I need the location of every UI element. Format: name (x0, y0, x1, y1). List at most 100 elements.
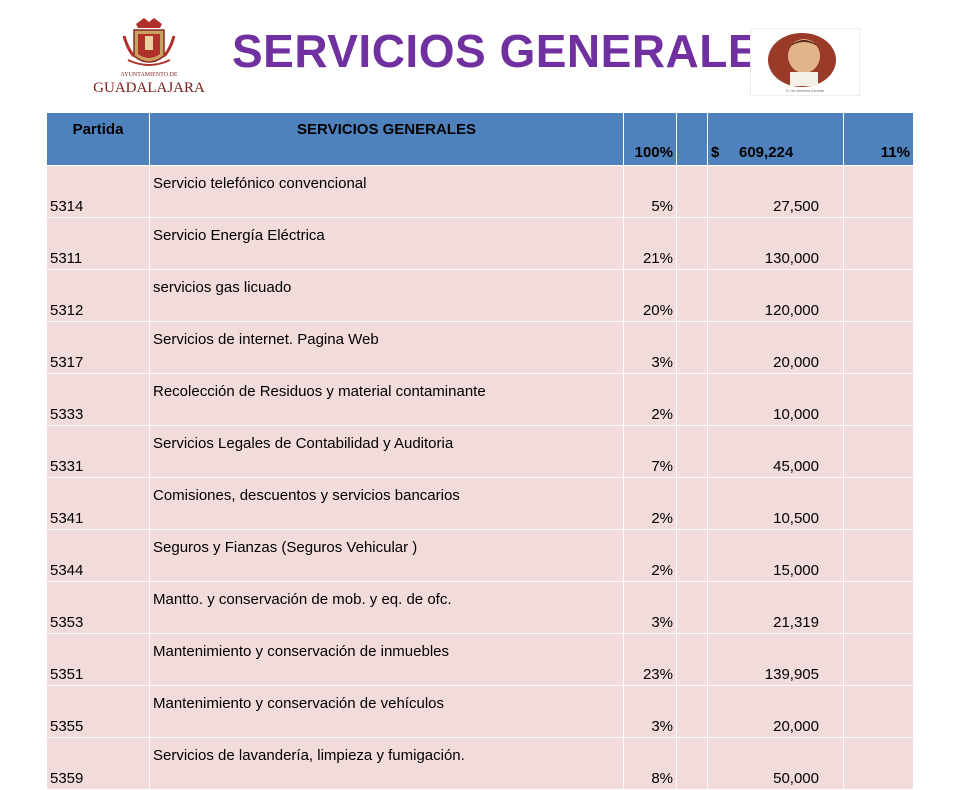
row-amount: 20,000 (707, 321, 844, 374)
header-empty (676, 112, 708, 166)
table-row: 5333 Recolección de Residuos y material c… (46, 373, 914, 426)
row-amount: 10,500 (707, 477, 844, 530)
row-code: 5344 (46, 529, 150, 582)
row-percent: 3% (623, 581, 677, 634)
row-empty (843, 373, 914, 426)
services-table: Partida SERVICIOS GENERALES 100% $609,22… (46, 112, 914, 790)
row-code: 5312 (46, 269, 150, 322)
row-empty (676, 581, 708, 634)
row-amount: 15,000 (707, 529, 844, 582)
row-amount: 27,500 (707, 165, 844, 218)
row-percent: 23% (623, 633, 677, 686)
row-empty (843, 633, 914, 686)
row-description: Recolección de Residuos y material conta… (149, 373, 624, 426)
row-code: 5359 (46, 737, 150, 790)
table-row: 5317 Servicios de internet. Pagina Web 3% 2… (46, 321, 914, 374)
row-code: 5314 (46, 165, 150, 218)
header-concept: SERVICIOS GENERALES (149, 112, 624, 166)
row-description: Servicios Legales de Contabilidad y Audi… (149, 425, 624, 478)
header-partida: Partida (46, 112, 150, 166)
row-empty (843, 737, 914, 790)
table-row: 5314 Servicio telefónico convencional 5% 27… (46, 165, 914, 218)
row-empty (676, 477, 708, 530)
portrait-image: Fr. de Antonio Alcalde (750, 28, 860, 96)
row-code: 5311 (46, 217, 150, 270)
row-empty (843, 217, 914, 270)
row-empty (676, 737, 708, 790)
row-percent: 5% (623, 165, 677, 218)
header-share: 11% (843, 112, 914, 166)
table-row: 5312 servicios gas licuado 20% 120,000 (46, 269, 914, 322)
row-percent: 2% (623, 373, 677, 426)
table-header-row: Partida SERVICIOS GENERALES 100% $609,22… (46, 112, 914, 166)
total-amount: 609,224 (739, 144, 794, 161)
row-empty (843, 685, 914, 738)
row-empty (676, 633, 708, 686)
currency-sign: $ (711, 144, 720, 161)
row-code: 5317 (46, 321, 150, 374)
row-amount: 45,000 (707, 425, 844, 478)
row-percent: 3% (623, 685, 677, 738)
row-amount: 21,319 (707, 581, 844, 634)
header-total-percent: 100% (623, 112, 677, 166)
row-percent: 2% (623, 529, 677, 582)
row-code: 5331 (46, 425, 150, 478)
row-description: Servicio Energía Eléctrica (149, 217, 624, 270)
row-code: 5355 (46, 685, 150, 738)
row-percent: 7% (623, 425, 677, 478)
row-description: Mantenimiento y conservación de inmueble… (149, 633, 624, 686)
row-empty (676, 529, 708, 582)
row-amount: 130,000 (707, 217, 844, 270)
table-row: 5331 Servicios Legales de Contabilidad y … (46, 425, 914, 478)
row-code: 5333 (46, 373, 150, 426)
logo-text-top: AYUNTAMIENTO DE (120, 72, 177, 78)
row-description: Servicios de internet. Pagina Web (149, 321, 624, 374)
logo-text-main: GUADALAJARA (93, 80, 205, 96)
row-percent: 8% (623, 737, 677, 790)
row-empty (843, 477, 914, 530)
row-empty (843, 581, 914, 634)
row-description: Mantenimiento y conservación de vehículo… (149, 685, 624, 738)
row-description: Comisiones, descuentos y servicios banca… (149, 477, 624, 530)
row-percent: 2% (623, 477, 677, 530)
row-empty (843, 321, 914, 374)
row-empty (676, 685, 708, 738)
row-amount: 50,000 (707, 737, 844, 790)
table-row: 5351 Mantenimiento y conservación de inmu… (46, 633, 914, 686)
row-amount: 20,000 (707, 685, 844, 738)
table-row: 5341 Comisiones, descuentos y servicios b… (46, 477, 914, 530)
row-percent: 21% (623, 217, 677, 270)
table-row: 5311 Servicio Energía Eléctrica 21% 130,000 (46, 217, 914, 270)
table-row: 5355 Mantenimiento y conservación de vehí… (46, 685, 914, 738)
row-empty (676, 425, 708, 478)
row-description: Mantto. y conservación de mob. y eq. de … (149, 581, 624, 634)
row-empty (843, 165, 914, 218)
row-description: Seguros y Fianzas (Seguros Vehicular ) (149, 529, 624, 582)
table-row: 5344 Seguros y Fianzas (Seguros Vehicular… (46, 529, 914, 582)
row-amount: 10,000 (707, 373, 844, 426)
table-row: 5359 Servicios de lavandería, limpieza y … (46, 737, 914, 790)
row-empty (676, 269, 708, 322)
row-code: 5353 (46, 581, 150, 634)
row-code: 5341 (46, 477, 150, 530)
row-description: Servicios de lavandería, limpieza y fumi… (149, 737, 624, 790)
table-row: 5353 Mantto. y conservación de mob. y eq.… (46, 581, 914, 634)
row-empty (676, 373, 708, 426)
row-percent: 20% (623, 269, 677, 322)
page-title: SERVICIOS GENERALES (232, 25, 791, 77)
row-amount: 120,000 (707, 269, 844, 322)
row-empty (676, 321, 708, 374)
row-description: servicios gas licuado (149, 269, 624, 322)
row-empty (843, 269, 914, 322)
guadalajara-logo: AYUNTAMIENTO DE GUADALAJARA (93, 18, 205, 96)
row-empty (843, 425, 914, 478)
row-percent: 3% (623, 321, 677, 374)
row-empty (676, 165, 708, 218)
row-empty (843, 529, 914, 582)
row-description: Servicio telefónico convencional (149, 165, 624, 218)
coat-of-arms-icon (122, 18, 176, 66)
portrait-caption: Fr. de Antonio Alcalde (786, 89, 824, 93)
row-amount: 139,905 (707, 633, 844, 686)
header-total-amount: $609,224 (707, 112, 844, 166)
row-empty (676, 217, 708, 270)
